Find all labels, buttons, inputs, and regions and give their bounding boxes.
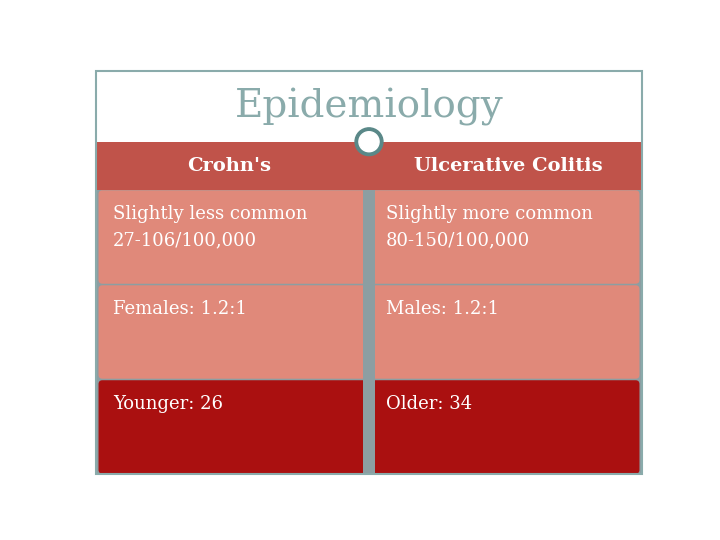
FancyBboxPatch shape <box>96 71 642 141</box>
FancyBboxPatch shape <box>99 285 366 379</box>
Circle shape <box>359 132 379 152</box>
FancyBboxPatch shape <box>99 190 366 284</box>
FancyBboxPatch shape <box>363 190 375 475</box>
FancyBboxPatch shape <box>372 380 639 474</box>
Text: Slightly less common
27-106/100,000: Slightly less common 27-106/100,000 <box>113 205 307 249</box>
Text: Ulcerative Colitis: Ulcerative Colitis <box>414 157 603 174</box>
FancyBboxPatch shape <box>372 190 639 284</box>
Text: Males: 1.2:1: Males: 1.2:1 <box>386 300 499 318</box>
Text: Epidemiology: Epidemiology <box>235 88 503 126</box>
Text: Older: 34: Older: 34 <box>386 395 472 413</box>
FancyBboxPatch shape <box>99 380 366 474</box>
FancyBboxPatch shape <box>96 141 642 475</box>
Circle shape <box>355 128 383 156</box>
FancyBboxPatch shape <box>96 141 642 190</box>
Text: Crohn's: Crohn's <box>187 157 271 174</box>
FancyBboxPatch shape <box>372 285 639 379</box>
Text: Slightly more common
80-150/100,000: Slightly more common 80-150/100,000 <box>386 205 593 249</box>
Text: Females: 1.2:1: Females: 1.2:1 <box>113 300 247 318</box>
Text: Younger: 26: Younger: 26 <box>113 395 223 413</box>
